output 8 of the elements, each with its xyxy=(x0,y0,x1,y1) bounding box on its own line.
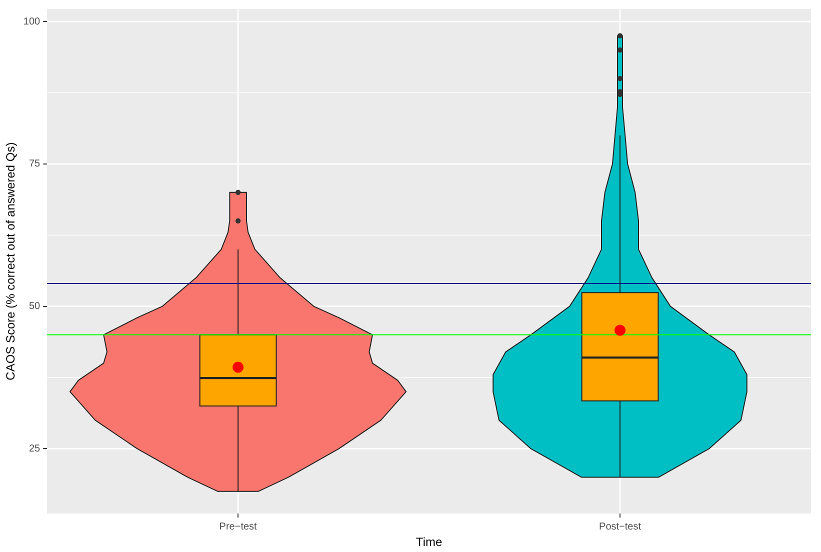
y-tick-label: 100 xyxy=(23,16,41,28)
y-axis-title: CAOS Score (% correct out of answered Qs) xyxy=(4,142,18,380)
y-tick-label: 75 xyxy=(28,158,41,170)
x-axis-title: Time xyxy=(416,535,442,550)
x-tick-label: Pre−test xyxy=(219,521,258,532)
x-tick-label: Post−test xyxy=(599,521,642,532)
y-tick-label: 25 xyxy=(28,443,41,454)
y-tick-label: 50 xyxy=(28,301,41,312)
